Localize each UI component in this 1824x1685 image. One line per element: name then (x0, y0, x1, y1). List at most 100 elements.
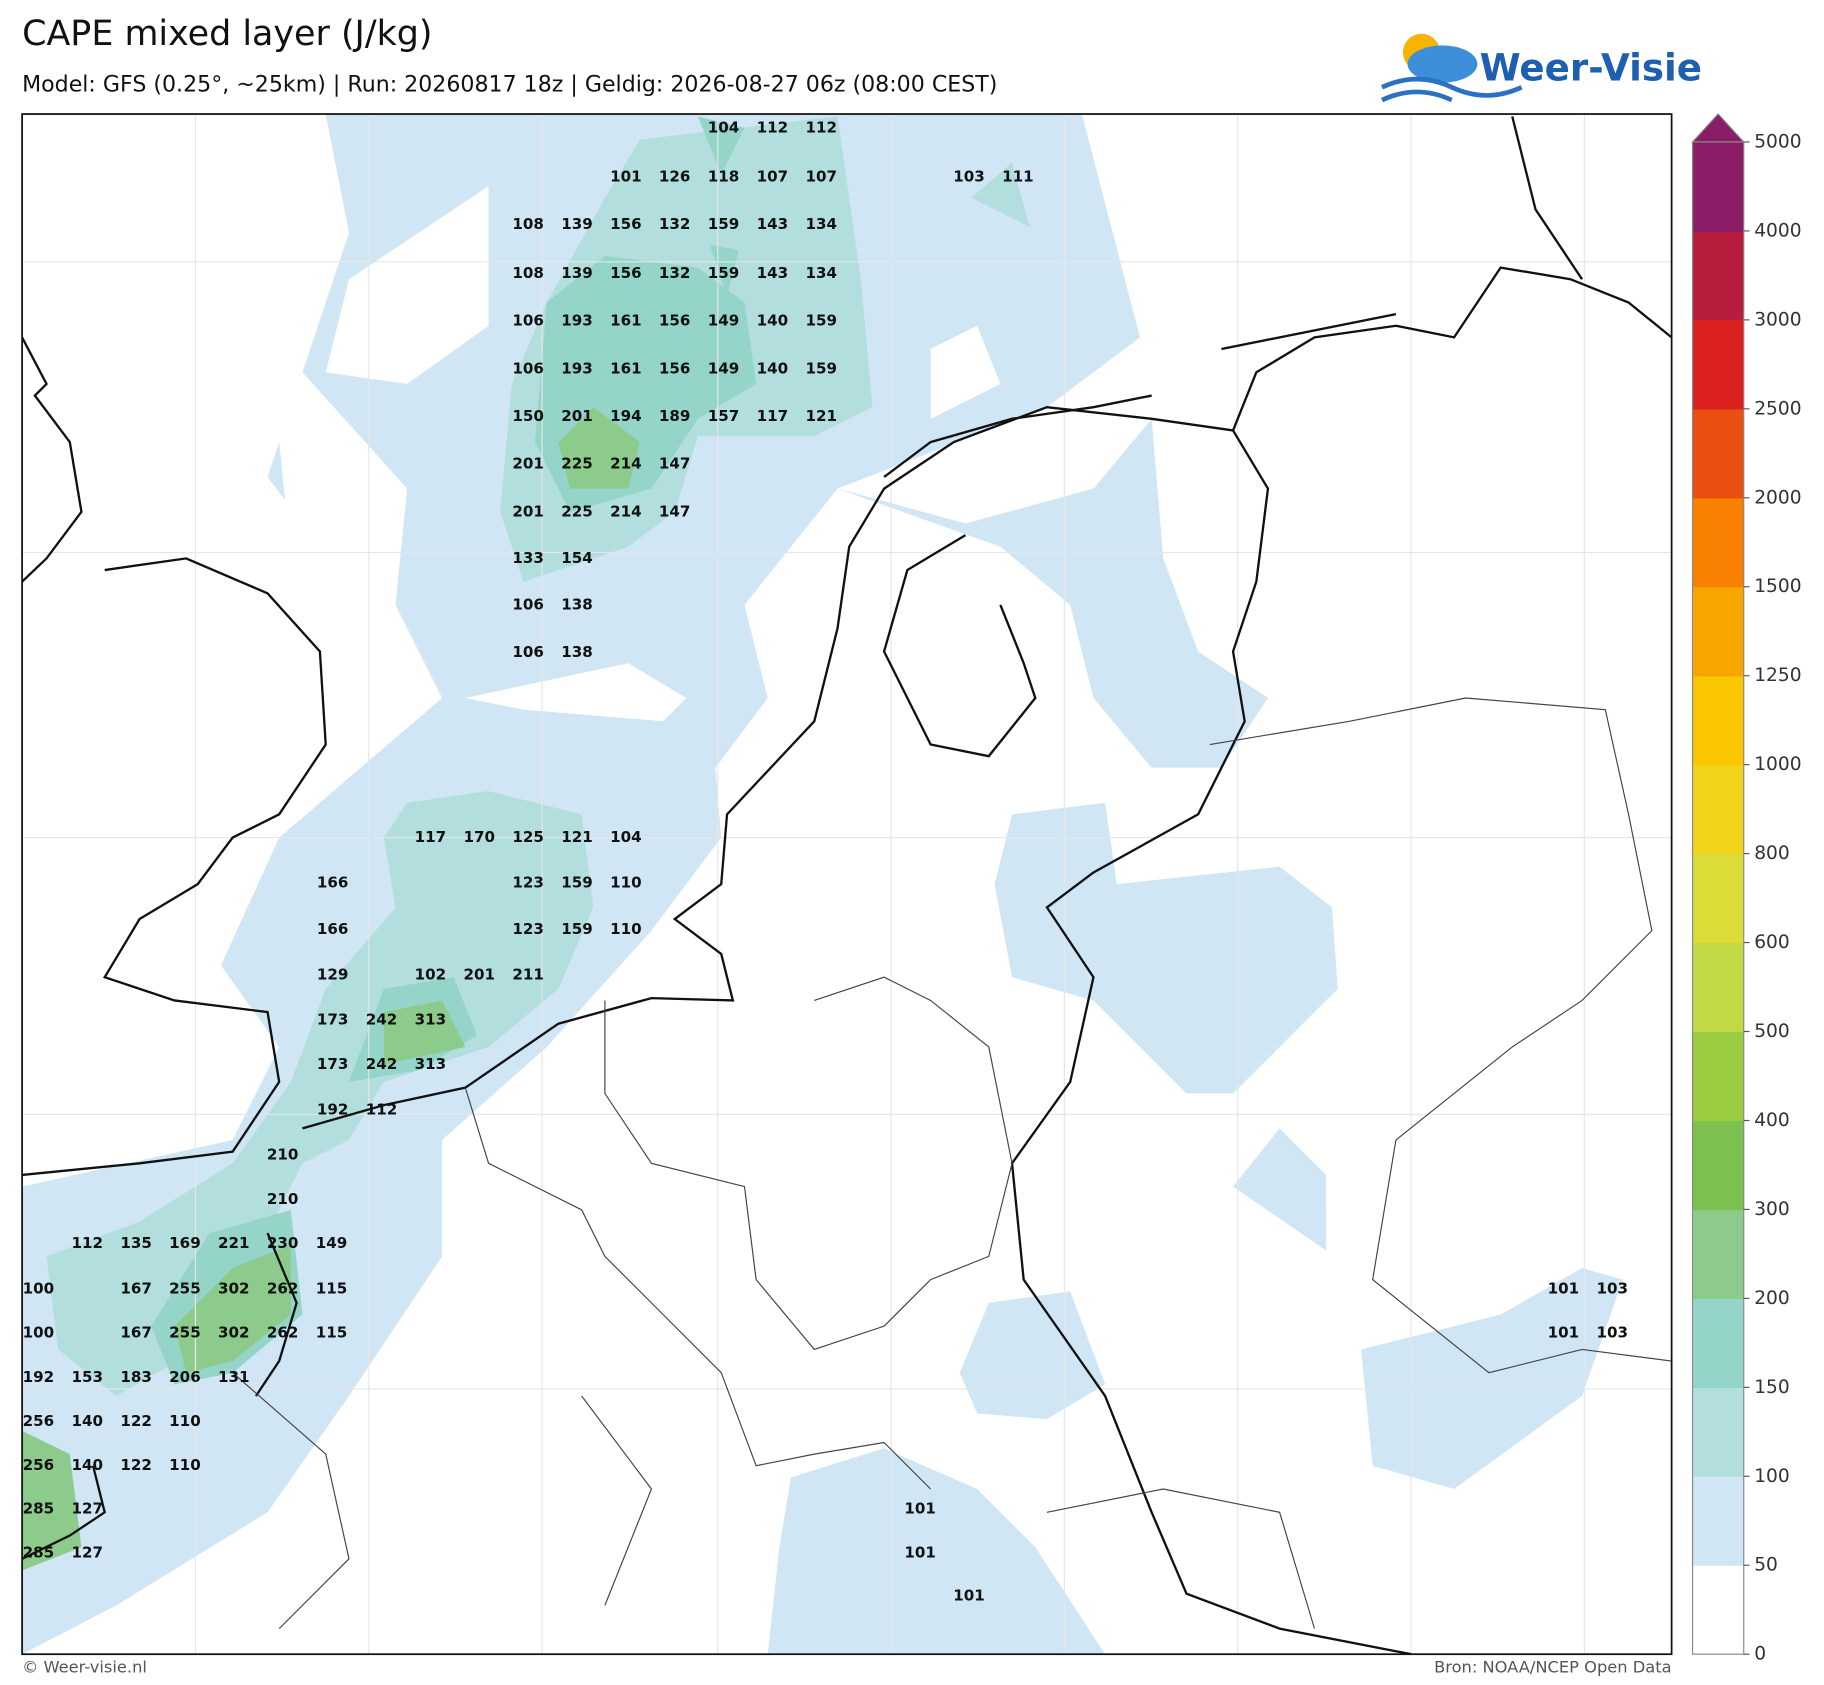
cape-value: 153 (71, 1368, 103, 1386)
cape-value: 101 (1548, 1324, 1580, 1342)
cape-value: 135 (120, 1234, 152, 1252)
cape-value: 101 (904, 1544, 936, 1562)
cape-value: 230 (267, 1234, 299, 1252)
cape-value: 262 (267, 1279, 299, 1297)
cape-value: 101 (953, 1587, 985, 1605)
cape-value: 147 (659, 502, 691, 520)
colorbar-tick-label: 800 (1754, 843, 1790, 864)
cape-value: 193 (561, 359, 593, 377)
cape-value: 201 (463, 965, 495, 983)
cape-value: 161 (610, 359, 642, 377)
colorbar-cell (1692, 230, 1744, 321)
cape-value: 112 (366, 1100, 398, 1118)
colorbar-cell (1692, 942, 1744, 1033)
cape-value: 123 (512, 920, 544, 938)
colorbar-tick-label: 1000 (1754, 754, 1801, 775)
cape-value: 214 (610, 502, 642, 520)
cape-value: 201 (512, 455, 544, 473)
cape-value: 242 (366, 1055, 398, 1073)
colorbar-tick-label: 2500 (1754, 398, 1801, 419)
cape-value: 206 (169, 1368, 201, 1386)
cape-value: 159 (805, 359, 837, 377)
cape-value: 107 (805, 167, 837, 185)
cape-value: 225 (561, 455, 593, 473)
cape-value: 132 (659, 264, 691, 282)
cape-value: 256 (23, 1456, 55, 1474)
colorbar-tick-label: 200 (1754, 1288, 1790, 1309)
cape-value: 101 (1548, 1279, 1580, 1297)
cape-value: 139 (561, 215, 593, 233)
cape-value: 143 (757, 264, 789, 282)
cape-value: 189 (659, 407, 691, 425)
cape-value: 255 (169, 1279, 201, 1297)
cape-value: 117 (415, 828, 447, 846)
title: CAPE mixed layer (J/kg) (22, 14, 432, 54)
cape-value: 159 (561, 920, 593, 938)
cape-value: 108 (512, 215, 544, 233)
cape-value: 131 (218, 1368, 250, 1386)
colorbar-cell (1692, 1476, 1744, 1566)
cape-value: 170 (463, 828, 495, 846)
colorbar-tick-label: 1500 (1754, 576, 1801, 597)
cape-value: 103 (1597, 1324, 1629, 1342)
cape-value: 140 (71, 1456, 103, 1474)
colorbar-cell (1692, 497, 1744, 588)
colorbar-cell (1692, 586, 1744, 677)
cape-value: 149 (316, 1234, 348, 1252)
cape-value: 110 (610, 920, 642, 938)
colorbar-cell (1692, 675, 1744, 766)
footer-left: © Weer-visie.nl (22, 1658, 147, 1677)
cape-value: 154 (561, 549, 593, 567)
cape-value: 262 (267, 1324, 299, 1342)
cape-value: 225 (561, 502, 593, 520)
cape-value: 285 (23, 1499, 55, 1517)
cape-value: 103 (953, 167, 985, 185)
cape-value: 106 (512, 595, 544, 613)
cape-value: 159 (561, 873, 593, 891)
logo: Weer-Visie (1380, 33, 1702, 103)
cape-value: 214 (610, 455, 642, 473)
cape-value: 106 (512, 312, 544, 330)
cape-value: 118 (708, 167, 740, 185)
cape-value: 302 (218, 1324, 250, 1342)
cape-value: 242 (366, 1011, 398, 1029)
cape-value: 122 (120, 1412, 152, 1430)
cape-value: 110 (169, 1412, 201, 1430)
cape-value: 159 (805, 312, 837, 330)
cape-value: 122 (120, 1456, 152, 1474)
cape-value: 156 (659, 359, 691, 377)
cape-value: 102 (415, 965, 447, 983)
subtitle: Model: GFS (0.25°, ~25km) | Run: 2026081… (22, 71, 997, 97)
cape-value: 121 (805, 407, 837, 425)
cape-value: 126 (659, 167, 691, 185)
map-frame (21, 113, 1673, 1656)
colorbar-tick-label: 50 (1754, 1555, 1778, 1576)
colorbar-cell (1692, 1209, 1744, 1299)
cape-value: 129 (317, 965, 349, 983)
cape-value: 101 (904, 1499, 936, 1517)
cape-value: 106 (512, 359, 544, 377)
cape-value: 313 (415, 1011, 447, 1029)
colorbar-extend (1691, 113, 1746, 143)
colorbar-cell (1692, 1565, 1744, 1655)
cape-value: 112 (805, 119, 837, 137)
cape-value: 156 (610, 215, 642, 233)
cape-value: 147 (659, 455, 691, 473)
colorbar-cell (1692, 1298, 1744, 1388)
cape-value: 167 (120, 1324, 152, 1342)
cape-value: 121 (561, 828, 593, 846)
colorbar-cell (1692, 319, 1744, 410)
cape-value: 161 (610, 312, 642, 330)
colorbar-tick-label: 300 (1754, 1199, 1790, 1220)
cape-value: 256 (23, 1412, 55, 1430)
cape-value: 166 (317, 873, 349, 891)
colorbar-cell (1692, 1120, 1744, 1211)
cape-value: 107 (757, 167, 789, 185)
colorbar-tick-label: 3000 (1754, 309, 1801, 330)
cape-value: 193 (561, 312, 593, 330)
cape-value: 192 (317, 1100, 349, 1118)
map: 104 112 112 101 126 118 107 107 103 111 108 139 156 1… (22, 114, 1672, 1655)
cape-value: 140 (71, 1412, 103, 1430)
cape-value: 110 (610, 873, 642, 891)
